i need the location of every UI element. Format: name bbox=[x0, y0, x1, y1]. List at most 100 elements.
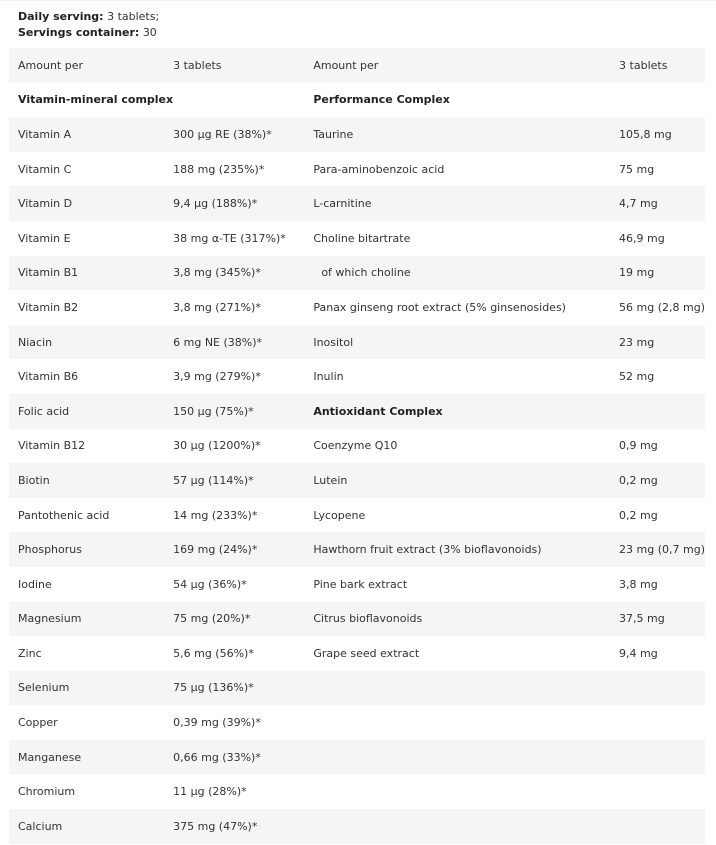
ingredient-name: Coenzyme Q10 bbox=[313, 439, 398, 453]
ingredient-name: Amount per bbox=[313, 48, 620, 83]
ingredient-amount: 4,7 mg bbox=[619, 186, 705, 221]
serving-info: Daily serving: 3 tablets; Servings conta… bbox=[18, 9, 159, 41]
ingredient-name: Choline bitartrate bbox=[313, 231, 411, 245]
table-row: Vitamin C 188 mg (235%)* Para-aminobenzoic… bbox=[9, 152, 705, 187]
table-row: Copper 0,39 mg (39%)* bbox=[9, 705, 705, 740]
nutrient-amount: 375 mg (47%)* bbox=[173, 809, 314, 844]
ingredient-amount: 0,9 mg bbox=[619, 439, 658, 453]
nutrient-amount: 3,9 mg (279%)* bbox=[173, 370, 261, 384]
ingredient-amount: 46,9 mg bbox=[619, 231, 665, 245]
nutrient-name: Copper bbox=[18, 716, 58, 730]
ingredient-name: Lutein bbox=[313, 463, 620, 498]
ingredient-amount: 3,8 mg bbox=[619, 577, 658, 591]
ingredient-amount bbox=[619, 83, 705, 118]
ingredient-amount: 52 mg bbox=[619, 370, 655, 384]
nutrient-name: Pantothenic acid bbox=[18, 508, 110, 522]
nutrient-name: Manganese bbox=[9, 739, 174, 775]
table-row: Vitamin E 38 mg α-TE (317%)* Choline bitar… bbox=[9, 221, 705, 256]
nutrient-amount: 14 mg (233%)* bbox=[173, 508, 258, 522]
ingredient-amount: 56 mg (2,8 mg) bbox=[619, 300, 705, 314]
ingredient-name: Inulin bbox=[313, 370, 344, 384]
ingredient-amount: 37,5 mg bbox=[619, 601, 705, 637]
ingredient-amount: 0,2 mg bbox=[619, 463, 705, 498]
nutrient-name: Folic acid bbox=[9, 393, 174, 429]
ingredient-name: of which choline bbox=[313, 255, 620, 291]
nutrient-amount: 9,4 µg (188%)* bbox=[173, 186, 314, 221]
ingredient-name: Panax ginseng root extract (5% ginsenosi… bbox=[313, 300, 566, 314]
nutrient-name: Iodine bbox=[18, 577, 52, 591]
nutrient-name: Vitamin C bbox=[18, 162, 72, 176]
nutrient-amount: 30 µg (1200%)* bbox=[173, 439, 261, 453]
nutrient-amount: 3,8 mg (271%)* bbox=[173, 300, 261, 314]
ingredient-name: L-carnitine bbox=[313, 186, 620, 221]
ingredient-amount: 9,4 mg bbox=[619, 646, 658, 660]
nutrient-amount: 5,6 mg (56%)* bbox=[173, 646, 254, 660]
ingredient-name bbox=[313, 705, 619, 740]
table-row: Vitamin A 300 µg RE (38%)* Taurine 105,8 mg bbox=[9, 117, 705, 152]
ingredient-name bbox=[313, 739, 620, 775]
top-divider bbox=[0, 0, 716, 1]
table-row: Vitamin D 9,4 µg (188%)* L-carnitine 4,7 mg bbox=[9, 186, 705, 221]
table-row: Magnesium 75 mg (20%)* Citrus bioflavonoid… bbox=[9, 601, 705, 637]
nutrient-name: Vitamin A bbox=[9, 117, 174, 152]
table-row: Iodine 54 µg (36%)* Pine bark extract 3,8 m… bbox=[9, 567, 705, 602]
ingredient-name bbox=[313, 774, 619, 809]
daily-serving-value: 3 tablets; bbox=[107, 10, 160, 23]
nutrient-name: Vitamin D bbox=[9, 186, 174, 221]
ingredient-amount bbox=[619, 670, 705, 706]
ingredient-name: Hawthorn fruit extract (3% bioflavonoids… bbox=[313, 532, 620, 567]
table-row: Pantothenic acid 14 mg (233%)* Lycopene 0,2… bbox=[9, 498, 705, 533]
ingredient-amount: 75 mg bbox=[619, 162, 655, 176]
nutrient-amount: 3 tablets bbox=[173, 48, 314, 83]
ingredient-amount bbox=[619, 739, 705, 775]
ingredient-name: Grape seed extract bbox=[313, 646, 420, 660]
nutrient-amount: 0,39 mg (39%)* bbox=[173, 716, 261, 730]
ingredient-amount: 0,2 mg bbox=[619, 508, 658, 522]
nutrient-name: Zinc bbox=[18, 646, 42, 660]
nutrient-amount: 38 mg α-TE (317%)* bbox=[173, 231, 286, 245]
ingredient-name bbox=[313, 670, 620, 706]
ingredient-amount bbox=[619, 705, 705, 740]
nutrient-name: Selenium bbox=[9, 670, 174, 706]
ingredient-name: Para-aminobenzoic acid bbox=[313, 162, 445, 176]
nutrient-amount: 75 mg (20%)* bbox=[173, 601, 314, 637]
table-row: Vitamin B6 3,9 mg (279%)* Inulin 52 mg bbox=[9, 359, 705, 394]
nutrient-amount: 188 mg (235%)* bbox=[173, 162, 265, 176]
table-row: Vitamin B12 30 µg (1200%)* Coenzyme Q10 0,9… bbox=[9, 429, 705, 464]
ingredient-name: Pine bark extract bbox=[313, 577, 408, 591]
nutrient-amount: 75 µg (136%)* bbox=[173, 670, 314, 706]
table-row: Selenium 75 µg (136%)* bbox=[9, 670, 705, 706]
nutrient-name: Vitamin B12 bbox=[18, 439, 86, 453]
ingredient-name: Citrus bioflavonoids bbox=[313, 601, 620, 637]
nutrient-amount: 6 mg NE (38%)* bbox=[173, 324, 314, 360]
ingredient-amount bbox=[619, 809, 705, 844]
nutrient-amount: 150 µg (75%)* bbox=[173, 393, 314, 429]
ingredient-name: Lycopene bbox=[313, 508, 366, 522]
nutrient-name: Vitamin B1 bbox=[9, 255, 174, 291]
nutrient-name: Niacin bbox=[9, 324, 174, 360]
nutrient-name: Vitamin B6 bbox=[18, 370, 79, 384]
servings-container-value: 30 bbox=[142, 26, 157, 39]
table-row: Vitamin-mineral complex Performance Compl… bbox=[9, 83, 705, 118]
ingredient-name: Inositol bbox=[313, 324, 620, 360]
nutrition-table: Amount per 3 tablets Amount per 3 tablets Vi… bbox=[9, 48, 705, 844]
table-row: Chromium 11 µg (28%)* bbox=[9, 774, 705, 809]
servings-container-label: Servings container: bbox=[18, 26, 140, 39]
nutrient-amount: 0,66 mg (33%)* bbox=[173, 739, 314, 775]
ingredient-name: Antioxidant Complex bbox=[313, 393, 620, 429]
nutrient-amount: 300 µg RE (38%)* bbox=[173, 117, 314, 152]
table-row: Niacin 6 mg NE (38%)* Inositol 23 mg bbox=[9, 324, 705, 360]
table-row: Zinc 5,6 mg (56%)* Grape seed extract 9,4 m… bbox=[9, 636, 705, 671]
table-row: Calcium 375 mg (47%)* bbox=[9, 809, 705, 844]
nutrient-name: Magnesium bbox=[9, 601, 174, 637]
nutrient-amount: 57 µg (114%)* bbox=[173, 463, 314, 498]
ingredient-amount: 23 mg (0,7 mg) bbox=[619, 532, 705, 567]
nutrient-name: Biotin bbox=[9, 463, 174, 498]
nutrient-name: Amount per bbox=[9, 48, 174, 83]
ingredient-amount: 23 mg bbox=[619, 324, 705, 360]
table-row: Vitamin B1 3,8 mg (345%)* of which choline… bbox=[9, 255, 705, 291]
ingredient-amount: 105,8 mg bbox=[619, 117, 705, 152]
table-row: Phosphorus 169 mg (24%)* Hawthorn fruit ex… bbox=[9, 532, 705, 567]
nutrient-name: Calcium bbox=[9, 809, 174, 844]
nutrient-amount: 3,8 mg (345%)* bbox=[173, 255, 314, 291]
